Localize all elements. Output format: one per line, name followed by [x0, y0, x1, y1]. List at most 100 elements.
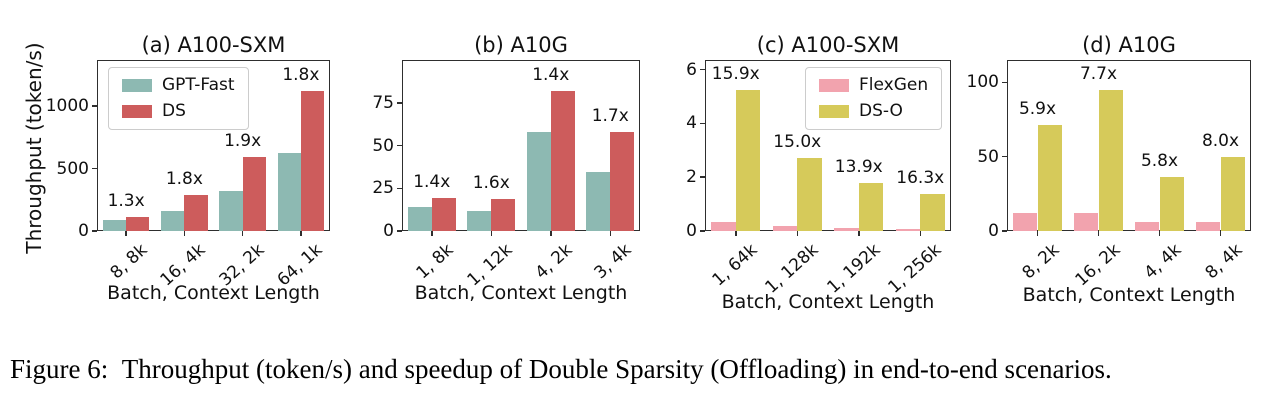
y-tick-label: 4 [686, 113, 697, 134]
legend-swatch-flexgen [819, 79, 849, 92]
legend-label: DS-O [859, 101, 903, 121]
bar-ds-o [1159, 177, 1184, 231]
speedup-annotation: 16.3x [896, 167, 945, 188]
x-axis-label: Batch, Context Length [414, 282, 628, 304]
y-tick-mark [397, 230, 402, 232]
bar-ds-o [797, 158, 822, 231]
bar-ds [300, 90, 325, 231]
bar-flexgen [1074, 212, 1099, 231]
x-tick-mark [490, 231, 492, 236]
y-tick-label: 100 [966, 72, 999, 93]
y-tick-label: 25 [372, 178, 394, 199]
figure-caption: Figure 6: Throughput (token/s) and speed… [10, 354, 1112, 384]
bar-gpt-fast [467, 211, 492, 231]
y-tick-label: 0 [78, 221, 89, 241]
speedup-annotation: 13.9x [834, 156, 883, 177]
y-tick-label: 0 [383, 221, 394, 241]
bar-ds [242, 156, 266, 231]
y-tick-label: 50 [977, 146, 999, 167]
y-tick-mark [700, 230, 705, 232]
chart-title: (b) A10G [474, 33, 568, 57]
x-tick-mark [609, 231, 611, 236]
y-tick-label: 75 [372, 92, 394, 113]
x-tick-mark [125, 231, 127, 236]
y-tick-label: 50 [372, 135, 394, 156]
y-tick-mark [1002, 155, 1007, 158]
x-tick-mark [1097, 231, 1100, 236]
y-tick-mark [700, 68, 705, 71]
speedup-annotation: 1.3x [107, 191, 145, 212]
speedup-annotation: 1.8x [165, 169, 203, 190]
bar-ds [491, 199, 516, 231]
y-tick-mark [1002, 230, 1007, 232]
bar-flexgen [772, 226, 798, 231]
bar-gpt-fast [161, 211, 185, 231]
chart-title: (a) A100-SXM [141, 33, 286, 57]
bar-flexgen [1013, 213, 1038, 231]
bar-ds [431, 197, 456, 231]
legend-label: FlexGen [859, 75, 929, 95]
legend-swatch-ds-o [819, 105, 849, 118]
legend-label: GPT-Fast [162, 75, 235, 95]
x-tick-mark [1036, 231, 1039, 236]
y-tick-label: 1000 [45, 96, 89, 117]
legend-item: FlexGen [819, 76, 928, 95]
x-tick-mark [300, 231, 302, 236]
x-tick-mark [919, 231, 921, 236]
x-tick-mark [183, 231, 186, 236]
bar-gpt-fast [219, 191, 243, 231]
legend-swatch-ds [122, 105, 152, 118]
x-tick-mark [796, 231, 798, 236]
x-tick-mark [550, 231, 552, 236]
speedup-annotation: 5.9x [1018, 99, 1057, 120]
bar-ds-o [1098, 89, 1123, 231]
y-tick-mark [1002, 81, 1007, 84]
bar-ds-o [1037, 125, 1062, 231]
charts-row: (a) A100-SXM 0 500 1000 1.3x 8, 8k 1.8x 16, 4k 1… [45, 33, 1251, 313]
bar-ds-o [1220, 156, 1245, 231]
y-tick-mark [397, 144, 402, 147]
bar-flexgen [834, 227, 859, 231]
x-tick-mark [1219, 231, 1222, 236]
legend-item: DS [122, 102, 235, 121]
legend: FlexGen DS-O [805, 67, 943, 130]
x-tick-mark [241, 231, 244, 236]
x-tick-mark [431, 231, 433, 236]
bar-flexgen [1135, 221, 1160, 231]
bar-flexgen [895, 228, 921, 231]
bar-gpt-fast [277, 152, 301, 231]
y-tick-mark [92, 105, 97, 107]
y-tick-label: 0 [988, 221, 999, 241]
bar-gpt-fast [526, 131, 551, 231]
chart-title: (d) A10G [1082, 33, 1176, 57]
speedup-annotation: 1.4x [532, 64, 570, 85]
speedup-annotation: 1.6x [472, 173, 510, 194]
x-axis-label: Batch, Context Length [1022, 284, 1236, 306]
y-tick-mark [700, 176, 705, 178]
x-tick-mark [735, 231, 737, 236]
bar-flexgen [711, 222, 736, 231]
y-tick-label: 6 [686, 59, 697, 80]
legend-swatch-gpt-fast [122, 79, 152, 92]
bar-gpt-fast [407, 207, 432, 231]
legend-item: GPT-Fast [122, 76, 235, 95]
y-tick-mark [700, 122, 705, 125]
y-tick-mark [397, 102, 402, 104]
bar-ds-o [858, 182, 884, 231]
bar-ds-o [920, 193, 945, 231]
y-tick-mark [397, 187, 402, 189]
x-axis-label: Batch, Context Length [721, 291, 935, 313]
speedup-annotation: 15.9x [711, 63, 760, 84]
bar-ds [550, 90, 575, 231]
y-tick-label: 2 [686, 167, 697, 188]
bar-flexgen [1196, 221, 1221, 231]
y-tick-label: 500 [56, 158, 89, 179]
y-tick-mark [92, 230, 97, 232]
bar-ds [184, 195, 208, 231]
speedup-annotation: 1.7x [591, 105, 629, 126]
speedup-annotation: 15.0x [773, 132, 822, 153]
speedup-annotation: 1.9x [224, 130, 262, 151]
legend: GPT-Fast DS [108, 67, 249, 130]
speedup-annotation: 8.0x [1201, 130, 1240, 151]
